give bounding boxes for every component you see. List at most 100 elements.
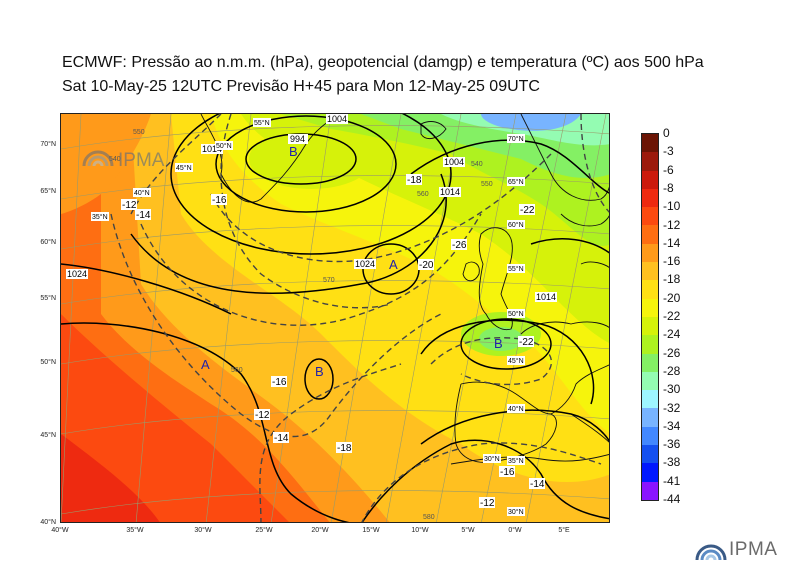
colorbar-label: -26 [663, 345, 681, 360]
temperature-label: -16 [272, 377, 287, 388]
pressure-label: 1014 [440, 187, 460, 197]
colorbar-label: -20 [663, 290, 681, 305]
colorbar-label: -38 [663, 455, 681, 470]
grid-label: 30°N [508, 508, 524, 516]
colorbar-segment [642, 463, 658, 482]
grid-label: 35°N [508, 457, 524, 465]
colorbar-label: -44 [663, 492, 681, 506]
pressure-label: 1014 [202, 144, 222, 154]
pressure-label: 1004 [327, 114, 347, 124]
colorbar-segment [642, 408, 658, 427]
temperature-label: -18 [407, 175, 422, 186]
colorbar-segment [642, 207, 658, 226]
temperature-label: -16 [500, 467, 515, 478]
lon-label: 5°W [461, 527, 475, 534]
colorbar-segment [642, 371, 658, 391]
grid-label: 55°N [508, 265, 524, 273]
lat-label: 70°N [40, 141, 56, 148]
forecast-map: A A B B B 994 1004 1014 1024 1014 1004 1… [60, 113, 610, 523]
chart-subtitle: Sat 10-May-25 12UTC Previsão H+45 para M… [62, 78, 540, 95]
temperature-label: -16 [212, 195, 227, 206]
grid-label: 40°N [134, 189, 150, 197]
pressure-label: 1024 [67, 269, 87, 279]
colorbar-label: -24 [663, 327, 681, 342]
colorbar-label: -16 [663, 254, 681, 269]
grid-label: 45°N [508, 357, 524, 365]
temperature-label: -12 [122, 200, 137, 211]
isobars [61, 114, 609, 522]
lat-label: 65°N [40, 188, 56, 195]
colorbar-label: -6 [663, 162, 674, 177]
low-marker: B [289, 144, 298, 159]
lat-label: 50°N [40, 359, 56, 366]
colorbar-segment [642, 298, 658, 317]
colorbar-label: -14 [663, 235, 681, 250]
grid-label: 40°N [508, 405, 524, 413]
temp-band--32 [481, 114, 581, 131]
colorbar-segment [642, 243, 658, 263]
colorbar-label: -22 [663, 309, 681, 323]
colorbar-label: -32 [663, 400, 681, 415]
lon-label: 10°W [411, 527, 429, 534]
colorbar-label: -8 [663, 180, 674, 195]
temperature-label: -14 [274, 433, 289, 444]
colorbar-label: -30 [663, 382, 681, 397]
colorbar-label: 0 [663, 126, 670, 140]
geopotential-label: 560 [417, 191, 429, 198]
colorbar-label: -28 [663, 363, 681, 378]
grid-label: 45°N [176, 164, 192, 172]
colorbar-segment [642, 426, 658, 446]
ipma-watermark-text: IPMA [118, 150, 165, 171]
temperature-label: -14 [136, 210, 151, 221]
colorbar-label: -3 [663, 144, 674, 159]
temperature-label: -26 [452, 240, 467, 251]
high-marker: A [201, 357, 210, 372]
colorbar-segment [642, 445, 658, 464]
grid-label: 60°N [508, 221, 524, 229]
geopotential-label: 540 [471, 161, 483, 168]
ipma-watermark-icon [82, 150, 114, 167]
cold-core-iberia [479, 327, 523, 351]
geopotential-label: 580 [423, 514, 435, 521]
high-marker: A [389, 257, 398, 272]
colorbar-segment [642, 481, 658, 500]
colorbar-label: -41 [663, 473, 681, 488]
grid-label: 50°N [508, 310, 524, 318]
colorbar-segment [642, 134, 658, 153]
lat-label: 60°N [40, 239, 56, 246]
lon-label: 35°W [126, 527, 144, 534]
temperature-label: -12 [480, 498, 495, 509]
colorbar-segment [642, 188, 658, 208]
temperature-label: -20 [419, 260, 434, 271]
temperature-label: -18 [337, 443, 352, 454]
lon-label: 25°W [255, 527, 273, 534]
colorbar-segment [642, 280, 658, 299]
ipma-logo-icon [695, 544, 727, 561]
grid-label: 50°N [216, 142, 232, 150]
colorbar-segment [642, 262, 658, 281]
geopotential-label: 540 [109, 156, 121, 163]
temperature-label: -14 [530, 479, 545, 490]
warm-band-southwest [61, 314, 289, 522]
colorbar-label: -10 [663, 199, 681, 214]
colorbar-segment [642, 170, 658, 189]
lat-label: 45°N [40, 432, 56, 439]
colorbar-segment [642, 152, 658, 171]
lon-label: 0°W [508, 527, 522, 534]
colorbar-segment [642, 225, 658, 244]
lon-label: 20°W [311, 527, 329, 534]
colorbar-label: -36 [663, 437, 681, 452]
lat-label: 40°N [40, 519, 56, 526]
colorbar-label: -18 [663, 272, 681, 287]
lon-label: 15°W [362, 527, 380, 534]
low-marker: B [494, 336, 503, 351]
temperature-label: -22 [519, 337, 534, 348]
pressure-label: 1004 [444, 157, 464, 167]
lon-label: 40°W [51, 527, 69, 534]
lat-label: 55°N [40, 295, 56, 302]
warm-core-southwest [61, 434, 160, 522]
colorbar-label: -12 [663, 217, 681, 232]
low-marker: B [315, 364, 324, 379]
grid-label: 55°N [254, 119, 270, 127]
contour-labels: 994 1004 1014 1024 1014 1004 1024 1014 5… [66, 114, 557, 521]
